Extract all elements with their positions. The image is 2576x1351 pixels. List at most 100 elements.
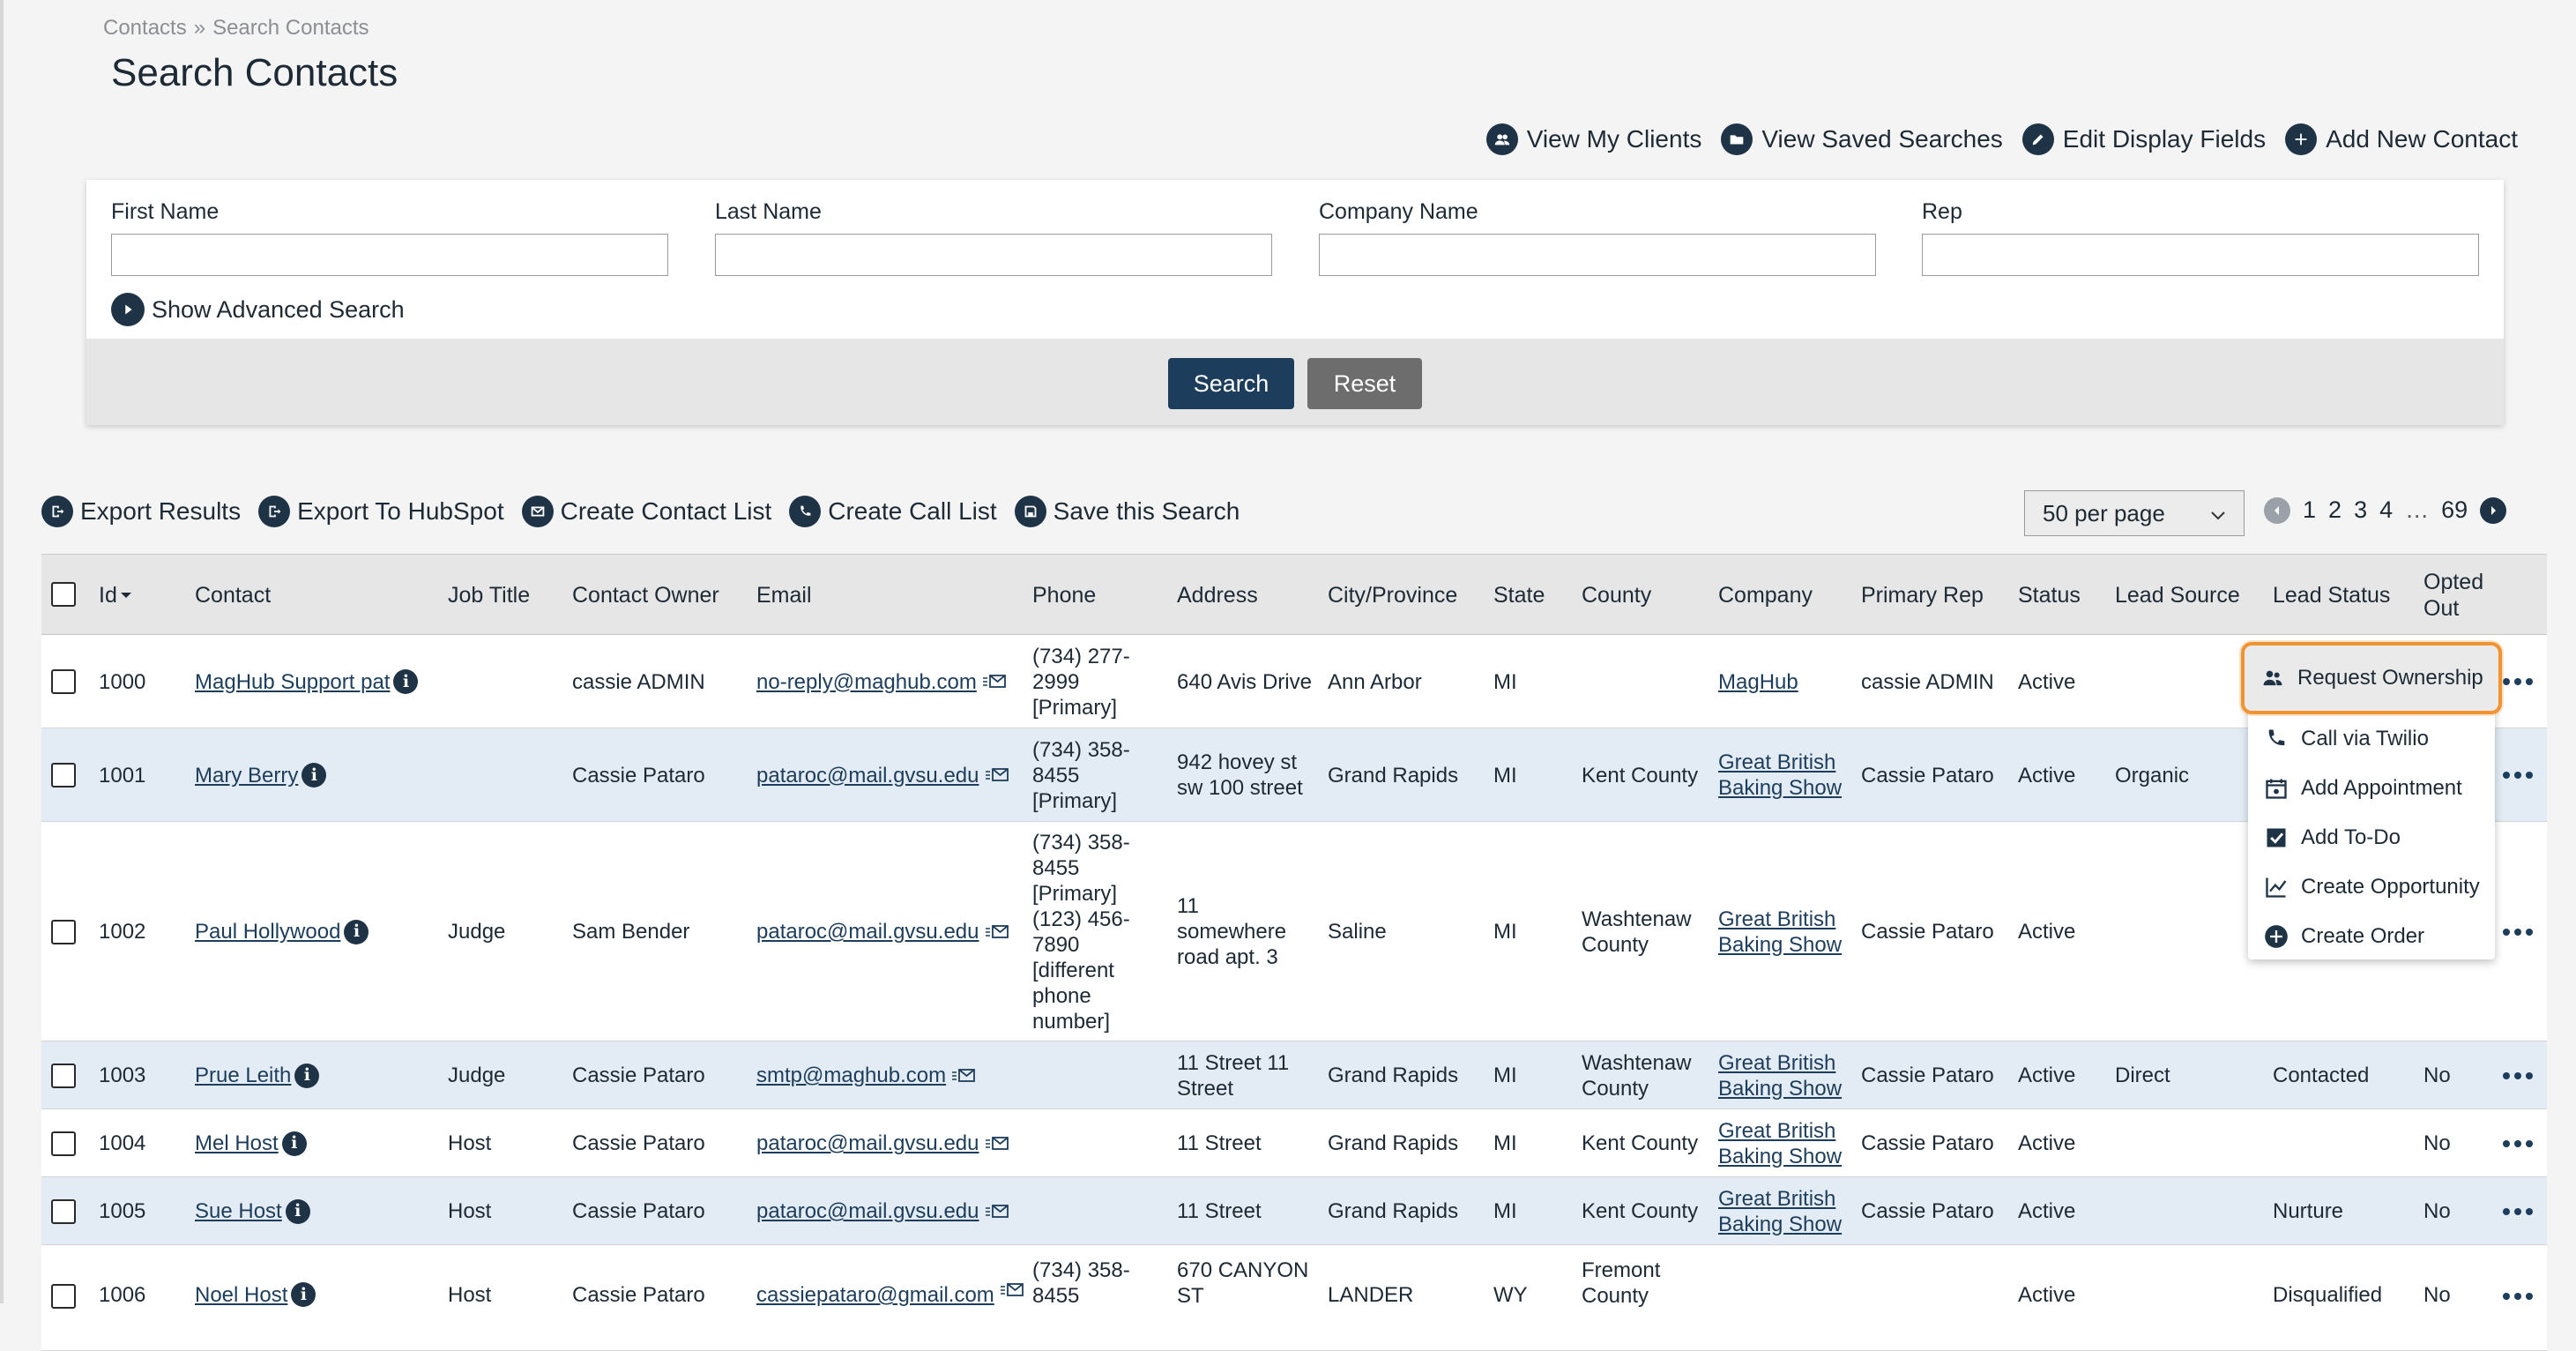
cell-contact[interactable]: Sue Host i — [195, 1177, 310, 1245]
add-appointment-menu-item[interactable]: Add Appointment — [2248, 764, 2495, 813]
info-icon[interactable]: i — [285, 1198, 310, 1224]
create-order-menu-item[interactable]: Create Order — [2248, 912, 2495, 961]
send-email-icon[interactable] — [985, 1136, 1009, 1152]
row-checkbox[interactable] — [51, 1131, 76, 1156]
header-status[interactable]: Status — [2018, 583, 2081, 608]
header-id[interactable]: Id — [99, 555, 132, 636]
cell-contact[interactable]: MagHub Support pat i — [195, 635, 419, 728]
breadcrumb-root[interactable]: Contacts — [103, 16, 187, 40]
cell-state: MI — [1493, 1199, 1517, 1223]
page-4[interactable]: 4 — [2379, 496, 2394, 523]
cell-contact[interactable]: Noel Host i — [195, 1245, 316, 1351]
send-email-icon[interactable] — [1000, 1282, 1024, 1298]
header-contact-owner[interactable]: Contact Owner — [572, 583, 719, 608]
row-checkbox[interactable] — [51, 763, 76, 787]
row-actions-ellipsis-icon[interactable] — [2503, 678, 2533, 685]
header-lead-source[interactable]: Lead Source — [2115, 583, 2240, 608]
request-ownership-menu-item[interactable]: Request Ownership — [2241, 642, 2502, 714]
header-city[interactable]: City/Province — [1328, 583, 1458, 608]
cell-company[interactable]: MagHub — [1718, 669, 1798, 694]
edit-display-fields-button[interactable]: Edit Display Fields — [2021, 123, 2266, 155]
info-icon[interactable]: i — [281, 1131, 307, 1156]
company-name-input[interactable] — [1319, 234, 1876, 276]
row-actions-ellipsis-icon[interactable] — [2503, 772, 2533, 779]
row-checkbox[interactable] — [51, 919, 76, 944]
info-icon[interactable]: i — [294, 1063, 320, 1088]
page-2[interactable]: 2 — [2328, 496, 2342, 523]
cell-email[interactable]: pataroc@mail.gvsu.edu — [756, 728, 1009, 822]
show-advanced-search-toggle[interactable]: Show Advanced Search — [111, 293, 405, 326]
cell-contact[interactable]: Mary Berry i — [195, 728, 327, 822]
search-button[interactable]: Search — [1168, 358, 1294, 409]
info-icon[interactable]: i — [393, 669, 419, 694]
send-email-icon[interactable] — [951, 1068, 976, 1084]
cell-email[interactable]: pataroc@mail.gvsu.edu — [756, 1109, 1009, 1177]
info-icon[interactable]: i — [291, 1282, 316, 1307]
cell-email[interactable]: pataroc@mail.gvsu.edu — [756, 1177, 1009, 1245]
first-name-input[interactable] — [111, 234, 668, 276]
last-name-input[interactable] — [715, 234, 1272, 276]
cell-email[interactable]: pataroc@mail.gvsu.edu — [756, 822, 1009, 1041]
row-checkbox[interactable] — [51, 1063, 76, 1088]
create-opportunity-menu-item[interactable]: Create Opportunity — [2248, 862, 2495, 912]
header-opted-out[interactable]: Opted Out — [2423, 570, 2484, 621]
export-results-button[interactable]: Export Results — [41, 496, 241, 527]
cell-company[interactable]: Great British Baking Show — [1718, 750, 1843, 800]
header-company[interactable]: Company — [1718, 583, 1813, 608]
left-edge — [0, 0, 4, 1303]
cell-contact[interactable]: Prue Leith i — [195, 1041, 320, 1109]
cell-email[interactable]: cassiepataro@gmail.com — [756, 1245, 1024, 1351]
info-icon[interactable]: i — [344, 919, 369, 944]
per-page-select[interactable]: 50 per page — [2024, 490, 2245, 536]
send-email-icon[interactable] — [985, 1204, 1009, 1220]
cell-company[interactable]: Great British Baking Show — [1718, 1186, 1843, 1236]
header-email[interactable]: Email — [756, 583, 812, 608]
header-primary-rep[interactable]: Primary Rep — [1861, 583, 1984, 608]
reset-button[interactable]: Reset — [1307, 358, 1422, 409]
cell-email[interactable]: smtp@maghub.com — [756, 1041, 976, 1109]
create-contact-list-button[interactable]: Create Contact List — [521, 496, 771, 527]
row-checkbox[interactable] — [51, 1198, 76, 1224]
save-this-search-button[interactable]: Save this Search — [1014, 496, 1240, 527]
row-checkbox[interactable] — [51, 669, 76, 694]
export-to-hubspot-button[interactable]: Export To HubSpot — [258, 496, 504, 527]
page-last[interactable]: 69 — [2441, 496, 2468, 523]
row-actions-ellipsis-icon[interactable] — [2503, 1207, 2533, 1215]
header-address[interactable]: Address — [1177, 583, 1258, 608]
row-actions-ellipsis-icon[interactable] — [2503, 928, 2533, 936]
row-actions-ellipsis-icon[interactable] — [2503, 1293, 2533, 1300]
send-email-icon[interactable] — [985, 924, 1009, 940]
cell-email[interactable]: no-reply@maghub.com — [756, 635, 1007, 728]
send-email-icon[interactable] — [982, 674, 1007, 690]
cell-phone: (734) 358- 8455 — [1032, 1258, 1130, 1308]
send-email-icon[interactable] — [985, 767, 1009, 783]
row-actions-ellipsis-icon[interactable] — [2503, 1139, 2533, 1147]
row-checkbox[interactable] — [51, 1284, 76, 1309]
header-state[interactable]: State — [1493, 583, 1545, 608]
info-icon[interactable]: i — [302, 763, 327, 787]
header-phone[interactable]: Phone — [1032, 583, 1097, 608]
header-job-title[interactable]: Job Title — [448, 583, 531, 608]
select-all-checkbox[interactable] — [51, 582, 76, 607]
page-1[interactable]: 1 — [2303, 496, 2317, 523]
view-saved-searches-button[interactable]: View Saved Searches — [1721, 123, 2003, 155]
cell-company[interactable]: Great British Baking Show — [1718, 1050, 1843, 1101]
cell-contact[interactable]: Paul Hollywood i — [195, 822, 369, 1041]
next-page-icon[interactable] — [2480, 496, 2507, 524]
row-actions-ellipsis-icon[interactable] — [2503, 1071, 2533, 1079]
header-county[interactable]: County — [1582, 583, 1652, 608]
call-via-twilio-menu-item[interactable]: Call via Twilio — [2248, 714, 2495, 764]
cell-company[interactable]: Great British Baking Show — [1718, 907, 1843, 957]
add-todo-menu-item[interactable]: Add To-Do — [2248, 813, 2495, 862]
cell-company[interactable]: Great British Baking Show — [1718, 1118, 1843, 1168]
rep-input[interactable] — [1922, 234, 2479, 276]
view-my-clients-button[interactable]: View My Clients — [1485, 123, 1701, 155]
create-call-list-button[interactable]: Create Call List — [789, 496, 997, 527]
header-contact[interactable]: Contact — [195, 583, 272, 608]
page-3[interactable]: 3 — [2354, 496, 2368, 523]
show-advanced-search-label: Show Advanced Search — [152, 295, 405, 323]
cell-contact[interactable]: Mel Host i — [195, 1109, 307, 1177]
previous-page-icon[interactable] — [2264, 496, 2290, 524]
add-new-contact-button[interactable]: Add New Contact — [2285, 123, 2518, 155]
header-lead-status[interactable]: Lead Status — [2273, 583, 2391, 608]
